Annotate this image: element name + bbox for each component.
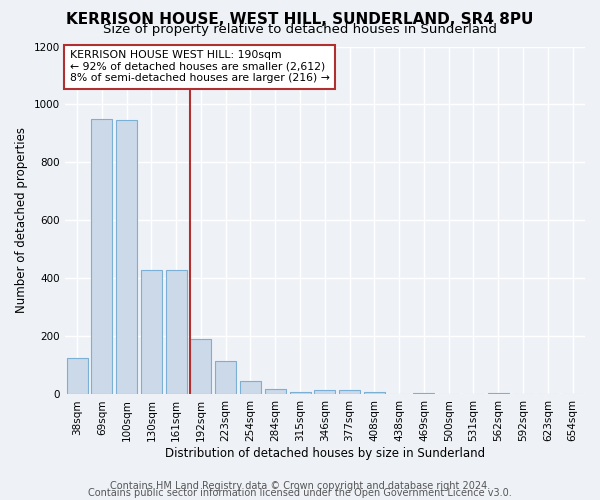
Bar <box>290 392 311 394</box>
Bar <box>141 270 162 394</box>
Text: KERRISON HOUSE WEST HILL: 190sqm
← 92% of detached houses are smaller (2,612)
8%: KERRISON HOUSE WEST HILL: 190sqm ← 92% o… <box>70 50 330 83</box>
Bar <box>364 392 385 394</box>
Bar <box>488 393 509 394</box>
Bar <box>413 393 434 394</box>
Text: KERRISON HOUSE, WEST HILL, SUNDERLAND, SR4 8PU: KERRISON HOUSE, WEST HILL, SUNDERLAND, S… <box>67 12 533 28</box>
Text: Contains public sector information licensed under the Open Government Licence v3: Contains public sector information licen… <box>88 488 512 498</box>
Text: Contains HM Land Registry data © Crown copyright and database right 2024.: Contains HM Land Registry data © Crown c… <box>110 481 490 491</box>
Bar <box>240 381 261 394</box>
Bar <box>166 270 187 394</box>
Bar <box>67 358 88 395</box>
Bar <box>215 361 236 394</box>
Y-axis label: Number of detached properties: Number of detached properties <box>15 128 28 314</box>
Bar <box>339 390 360 394</box>
Bar <box>265 388 286 394</box>
Bar <box>190 340 211 394</box>
Text: Size of property relative to detached houses in Sunderland: Size of property relative to detached ho… <box>103 22 497 36</box>
Bar <box>116 120 137 394</box>
X-axis label: Distribution of detached houses by size in Sunderland: Distribution of detached houses by size … <box>165 447 485 460</box>
Bar <box>314 390 335 394</box>
Bar <box>91 119 112 394</box>
